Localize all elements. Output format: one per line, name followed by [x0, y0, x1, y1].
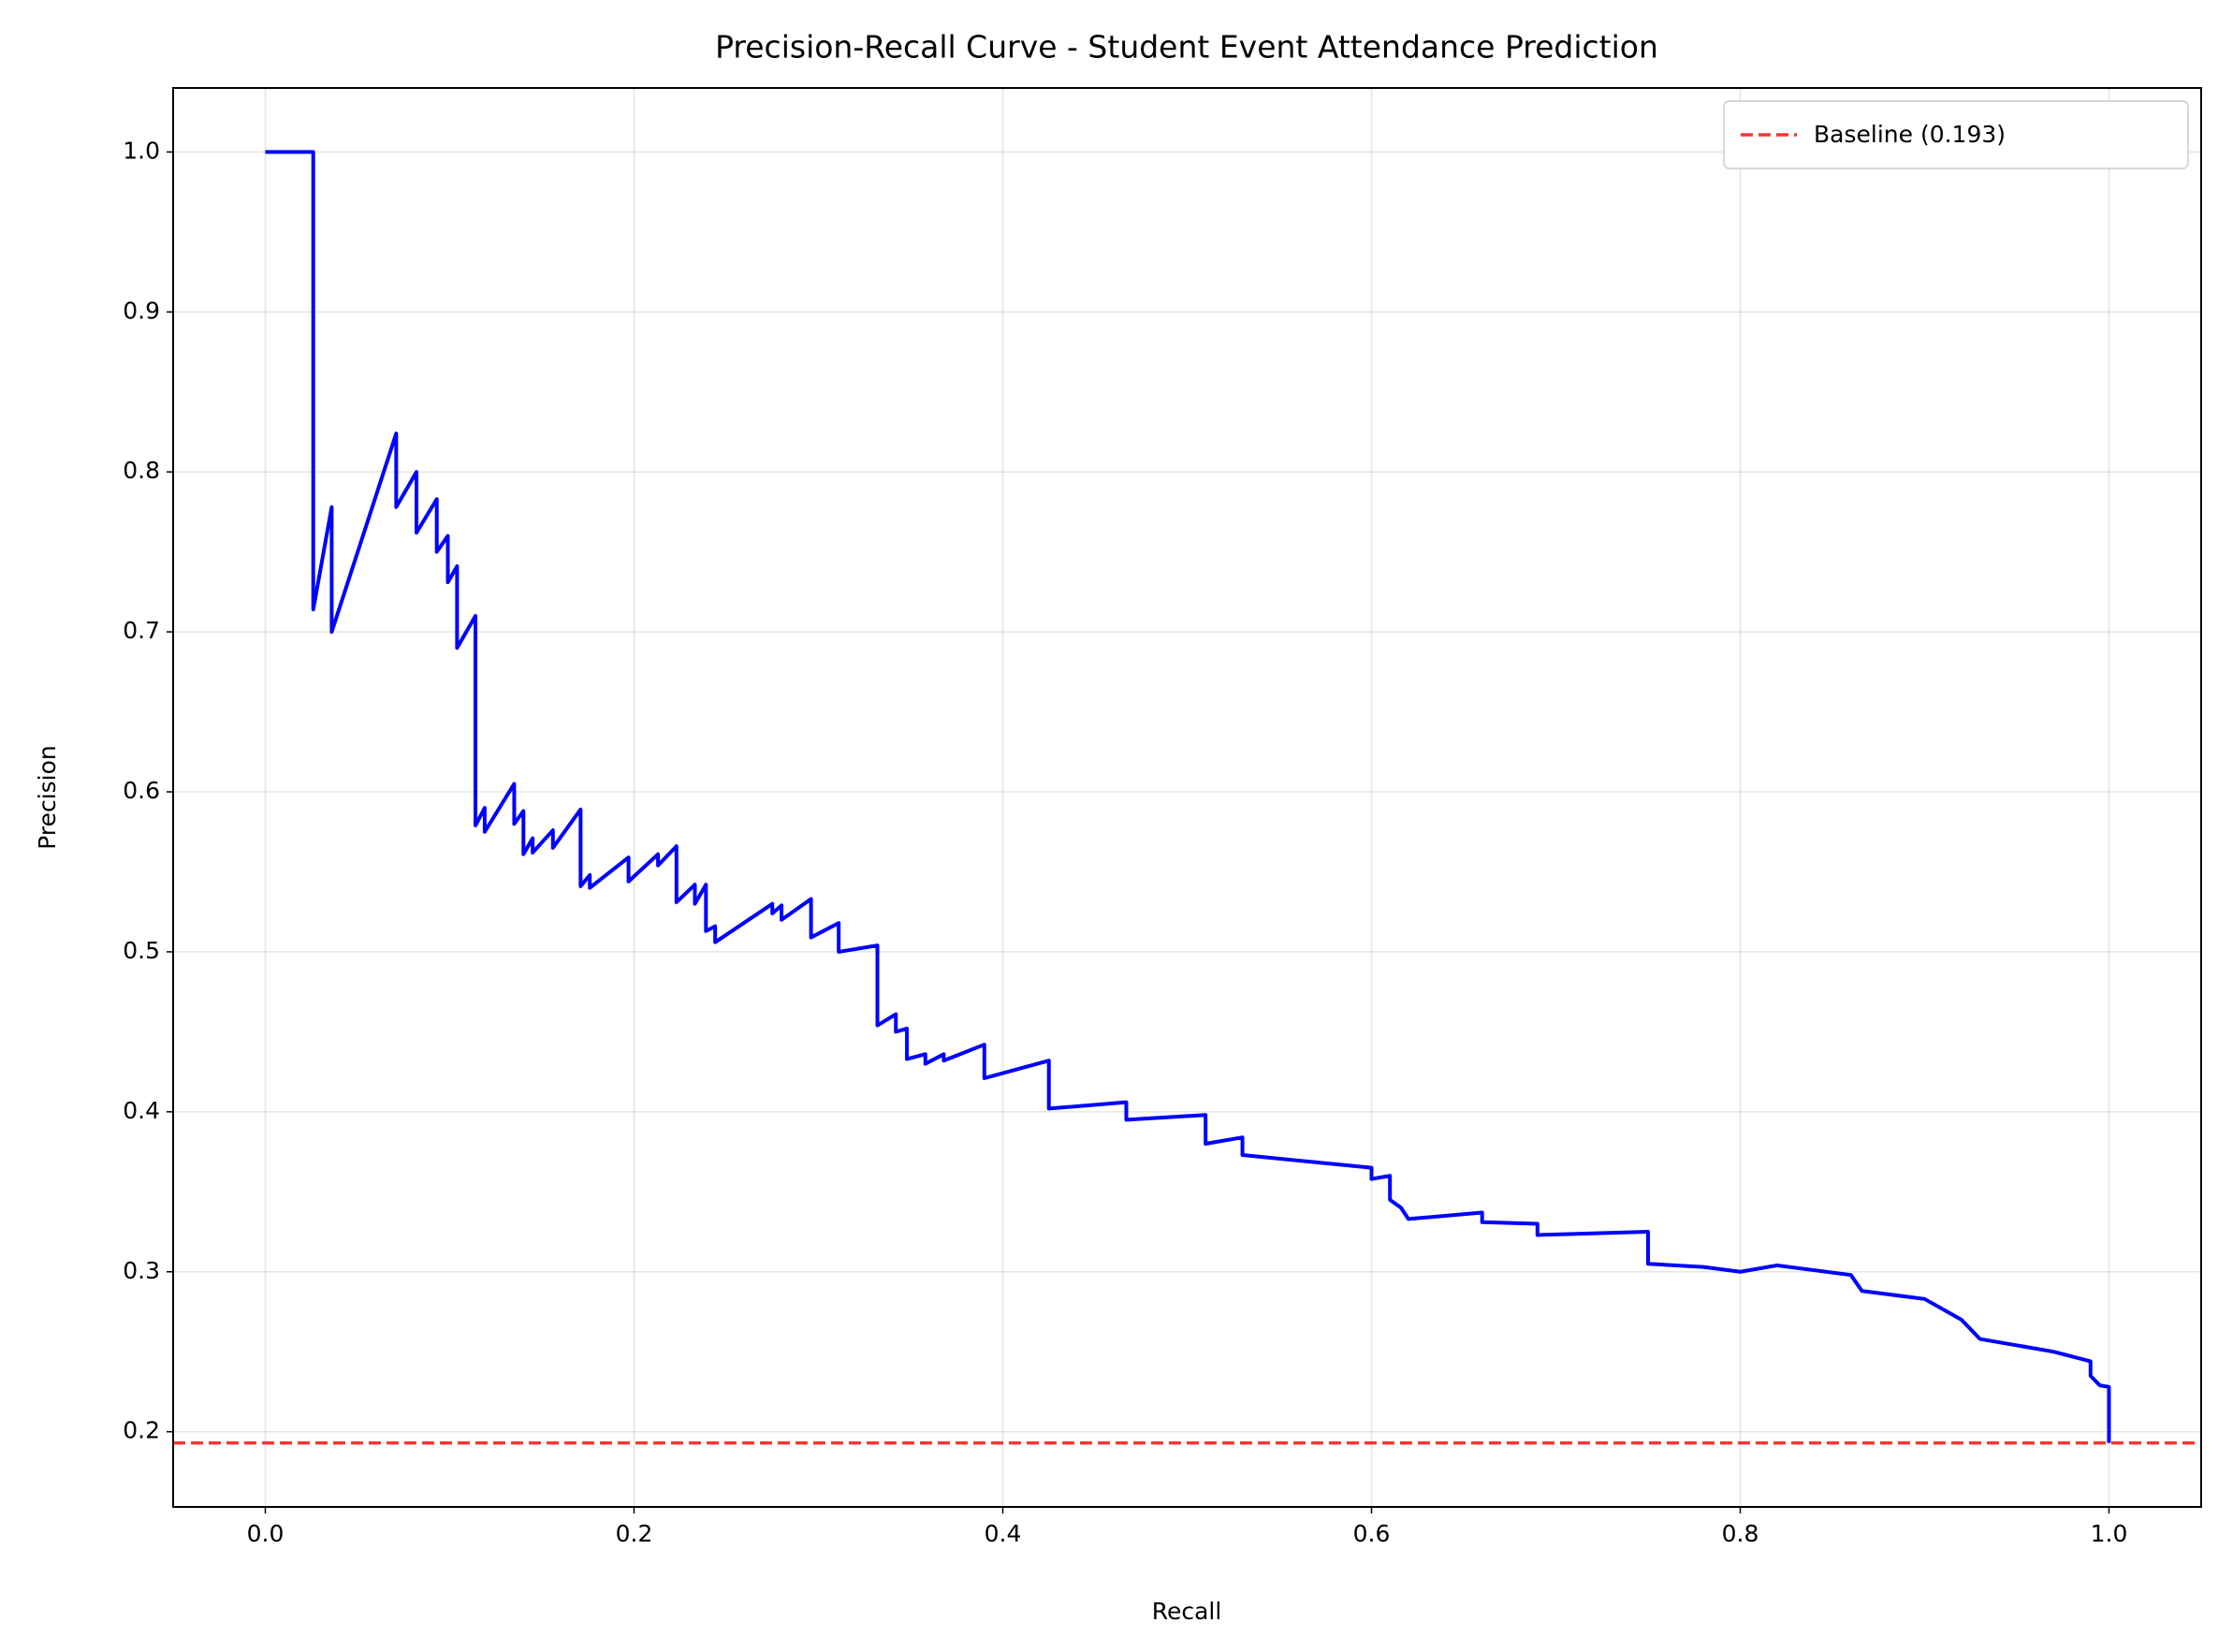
plot-frame — [172, 87, 2202, 1508]
y-tick-label: 0.7 — [123, 617, 160, 644]
y-tick-label: 0.3 — [123, 1257, 160, 1284]
x-tick-label: 0.0 — [247, 1520, 285, 1547]
y-tick-label: 0.4 — [123, 1097, 160, 1124]
y-tick-label: 0.8 — [123, 457, 160, 484]
y-tick-label: 0.6 — [123, 777, 160, 804]
y-tick-label: 1.0 — [123, 137, 160, 164]
x-tick-label: 0.6 — [1353, 1520, 1391, 1547]
pr-curve — [265, 150, 2111, 1443]
legend-box — [1723, 100, 2189, 169]
x-tick-label: 1.0 — [2091, 1520, 2128, 1547]
y-tick-label: 0.5 — [123, 937, 160, 964]
y-tick-label: 0.2 — [123, 1417, 160, 1444]
y-tick-label: 0.9 — [123, 297, 160, 324]
x-tick-label: 0.8 — [1722, 1520, 1759, 1547]
x-tick-label: 0.4 — [985, 1520, 1022, 1547]
legend-label: Baseline (0.193) — [1814, 121, 2006, 148]
y-axis-label: Precision — [34, 745, 61, 850]
x-tick-label: 0.2 — [616, 1520, 653, 1547]
x-axis-label: Recall — [1152, 1598, 1222, 1625]
chart-title: Precision-Recall Curve - Student Event A… — [715, 29, 1658, 66]
